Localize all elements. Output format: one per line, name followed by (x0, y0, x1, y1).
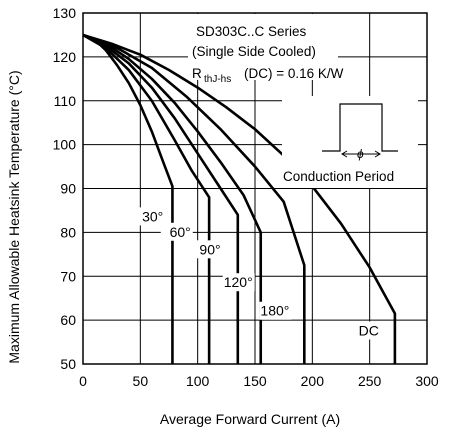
y-tick-label: 110 (54, 93, 77, 109)
y-axis-label: Maximum Allowable Heatsink Temperature (… (6, 70, 22, 363)
series-line-5 (82, 33, 306, 364)
series-line-4 (82, 33, 263, 364)
x-axis-label: Average Forward Current (A) (160, 411, 340, 427)
y-tick-label: 100 (53, 137, 77, 153)
y-tick-labels: 50 60 70 80 90 100 110 120 130 (53, 5, 77, 372)
phi-symbol: ϕ (357, 147, 364, 161)
x-tick-label: 0 (79, 373, 87, 389)
series-line-2 (82, 33, 211, 364)
annotation-rth-prefix: R (192, 66, 202, 81)
curves (82, 33, 397, 364)
x-tick-label: 150 (243, 373, 267, 389)
curve-label: 30° (142, 208, 163, 224)
curve-label-background (348, 321, 381, 340)
conduction-period-label: Conduction Period (283, 169, 394, 184)
curve-label-background (222, 273, 255, 292)
curve-labels: 30° 60° 90° 120° 180° DC (133, 207, 381, 340)
curve-label-background (133, 207, 166, 226)
conduction-waveform-icon (282, 96, 418, 188)
x-tick-labels: 0 50 100 150 200 250 300 (79, 373, 439, 389)
annotation-background (188, 14, 338, 80)
curve-label: 90° (199, 241, 220, 257)
y-tick-label: 80 (60, 224, 76, 240)
x-tick-label: 50 (133, 373, 149, 389)
plot-frame (82, 12, 428, 365)
y-tick-label: 130 (53, 5, 77, 21)
curve-label: DC (359, 322, 379, 338)
curve-label-background (259, 301, 292, 320)
x-tick-label: 200 (301, 373, 325, 389)
curve-label: 60° (170, 224, 191, 240)
curve-label: 120° (224, 274, 253, 290)
y-tick-label: 120 (53, 49, 77, 65)
x-tick-label: 300 (415, 373, 439, 389)
curve-label: 180° (260, 303, 289, 319)
y-tick-label: 90 (60, 181, 76, 197)
x-tick-label: 250 (358, 373, 382, 389)
series-line-3 (82, 33, 240, 364)
curve-label-background (190, 240, 223, 259)
series-line-1 (82, 33, 174, 364)
annotation-subtitle: (Single Side Cooled) (192, 44, 316, 59)
y-tick-label: 50 (60, 356, 76, 372)
y-tick-label: 60 (60, 312, 76, 328)
annotation-rth-value: (DC) = 0.16 K/W (244, 66, 344, 81)
annotation-title: SD303C..C Series (196, 24, 307, 39)
curve-label-background (160, 222, 193, 241)
series-line-6 (82, 33, 397, 364)
y-tick-label: 70 (60, 268, 76, 284)
annotation-rth-subscript: thJ-hs (204, 74, 231, 85)
x-tick-label: 100 (186, 373, 210, 389)
